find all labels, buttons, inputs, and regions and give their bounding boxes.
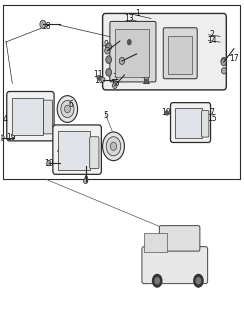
FancyBboxPatch shape — [202, 111, 209, 137]
FancyBboxPatch shape — [7, 92, 54, 141]
Bar — [115, 29, 149, 77]
Bar — [175, 108, 202, 138]
Text: 4: 4 — [56, 146, 61, 155]
Circle shape — [221, 59, 226, 66]
Circle shape — [119, 57, 125, 64]
Bar — [168, 36, 192, 74]
Circle shape — [47, 161, 51, 166]
Circle shape — [195, 277, 201, 284]
Text: 10: 10 — [161, 108, 171, 117]
Text: 19: 19 — [44, 159, 54, 168]
Text: 4: 4 — [3, 115, 8, 124]
Circle shape — [64, 105, 70, 113]
Circle shape — [222, 68, 226, 74]
Text: 18: 18 — [41, 22, 50, 31]
Bar — [12, 98, 43, 135]
Circle shape — [102, 132, 124, 161]
Circle shape — [101, 77, 105, 82]
Text: 17: 17 — [229, 53, 238, 62]
Bar — [58, 131, 90, 170]
Text: 6: 6 — [69, 100, 73, 109]
Circle shape — [40, 20, 46, 28]
Text: 14: 14 — [207, 36, 217, 45]
Text: 19: 19 — [6, 133, 16, 142]
Circle shape — [106, 43, 112, 51]
Circle shape — [144, 78, 148, 84]
Circle shape — [84, 178, 88, 184]
Text: 11: 11 — [142, 77, 151, 86]
Circle shape — [154, 277, 160, 284]
Circle shape — [105, 47, 110, 54]
Circle shape — [127, 39, 132, 45]
Text: 13: 13 — [124, 14, 134, 23]
Text: 11: 11 — [127, 39, 136, 48]
Circle shape — [110, 142, 117, 150]
Text: 15: 15 — [110, 79, 120, 88]
Bar — [144, 233, 167, 252]
Circle shape — [106, 68, 112, 76]
Circle shape — [106, 137, 121, 156]
Text: 5: 5 — [16, 101, 21, 110]
Text: 7: 7 — [209, 108, 214, 117]
Text: 5: 5 — [104, 111, 109, 120]
Circle shape — [97, 75, 101, 81]
FancyBboxPatch shape — [102, 13, 226, 90]
Text: 15: 15 — [207, 114, 217, 123]
Circle shape — [165, 110, 169, 116]
Bar — [3, 5, 240, 179]
Text: 1: 1 — [135, 9, 140, 18]
FancyBboxPatch shape — [90, 137, 99, 169]
FancyBboxPatch shape — [53, 125, 101, 174]
Text: 10: 10 — [94, 76, 104, 85]
Circle shape — [193, 274, 204, 288]
Text: 11: 11 — [93, 70, 102, 79]
FancyBboxPatch shape — [159, 226, 200, 251]
Circle shape — [221, 57, 227, 65]
Circle shape — [112, 83, 117, 89]
Circle shape — [0, 135, 4, 140]
Text: 3: 3 — [112, 73, 117, 82]
Text: 12: 12 — [124, 54, 134, 63]
FancyBboxPatch shape — [110, 21, 156, 82]
FancyBboxPatch shape — [43, 100, 53, 134]
Circle shape — [61, 100, 74, 118]
Text: 8: 8 — [83, 176, 88, 185]
Text: 9: 9 — [104, 40, 109, 49]
Circle shape — [57, 96, 78, 123]
FancyBboxPatch shape — [142, 247, 208, 284]
FancyBboxPatch shape — [171, 103, 211, 142]
FancyBboxPatch shape — [163, 28, 197, 79]
Circle shape — [106, 56, 112, 63]
Circle shape — [152, 274, 163, 288]
Text: 2: 2 — [209, 30, 214, 39]
